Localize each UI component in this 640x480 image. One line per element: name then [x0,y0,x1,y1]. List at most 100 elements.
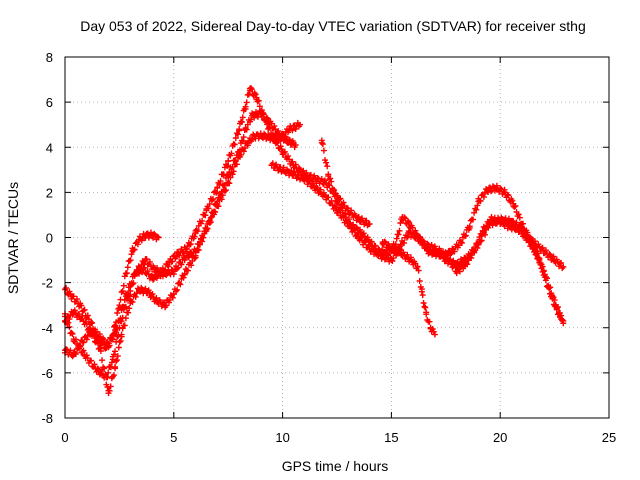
data-point [334,198,340,205]
data-point [492,184,499,191]
data-point [412,229,419,236]
data-point [157,270,164,277]
data-point [127,299,134,306]
data-point [246,85,253,92]
x-tick-label: 0 [61,430,68,445]
data-point [436,248,443,255]
data-point [414,263,421,270]
data-point [366,220,373,227]
data-point [88,320,95,327]
data-point [70,351,77,358]
data-point [318,137,325,144]
data-point [131,270,138,277]
series-markers [62,85,372,360]
data-point [279,148,286,155]
data-point [268,162,275,169]
data-point [334,207,340,214]
y-tick-label: 8 [46,50,53,65]
x-tick-label: 15 [384,430,398,445]
data-point [505,223,512,230]
data-point [453,268,460,275]
data-point [560,263,567,270]
data-point [112,365,119,372]
data-point [149,232,156,239]
x-tick-label: 10 [275,430,289,445]
x-tick-label: 5 [170,430,177,445]
y-tick-label: 4 [46,140,53,155]
plot-area [62,85,567,397]
data-point [70,308,77,315]
data-point [142,232,149,239]
data-point [129,248,136,255]
data-point [142,257,149,264]
data-point [388,257,395,264]
data-point [323,180,330,187]
data-point [170,290,177,297]
data-point [151,266,158,273]
data-point [79,315,86,322]
data-point [290,171,297,178]
series-track-h [436,214,567,327]
data-point [366,239,373,246]
data-point [449,248,456,255]
data-point [170,268,177,275]
data-point [149,275,156,282]
data-point [323,193,330,200]
data-point [501,189,508,196]
data-point [251,132,258,139]
data-point [114,324,121,331]
data-point [344,207,351,214]
data-point [262,132,269,139]
data-point [551,257,558,264]
y-tick-label: 0 [46,231,53,246]
data-point [162,302,169,309]
data-point [116,302,123,309]
x-tick-label: 20 [493,430,507,445]
data-point [514,225,521,232]
data-point [203,225,210,232]
data-point [431,331,438,338]
data-point [405,220,412,227]
data-point [166,259,173,266]
data-point [70,336,77,343]
data-point [118,331,125,338]
data-point [270,135,277,142]
data-point [225,180,232,187]
y-tick-label: -2 [41,276,53,291]
chart-title: Day 053 of 2022, Sidereal Day-to-day VTE… [80,18,586,34]
data-point [458,239,465,246]
x-axis-label: GPS time / hours [282,458,389,474]
data-point [283,137,290,144]
data-point [549,293,556,300]
data-point [244,139,251,146]
data-point [388,245,395,252]
data-point [68,293,75,300]
data-point [301,175,308,182]
data-point [427,324,434,331]
data-point [135,236,142,243]
data-point [144,288,151,295]
data-point [175,250,182,257]
y-axis-label: SDTVAR / TECUs [5,182,21,294]
data-point [462,261,469,268]
data-point [286,126,293,133]
y-tick-label: -6 [41,366,53,381]
data-point [242,103,249,110]
data-point [96,345,103,352]
data-point [342,214,349,221]
data-point [79,338,86,345]
data-point [407,257,414,264]
data-point [384,250,391,257]
data-point [497,218,504,225]
data-point [532,248,539,255]
data-point [242,126,249,133]
y-tick-label: 2 [46,185,53,200]
data-point [236,126,243,133]
x-tick-label: 25 [602,430,616,445]
data-point [77,302,84,309]
data-point [444,254,451,261]
y-tick-label: 6 [46,95,53,110]
data-point [518,220,525,227]
data-point [225,157,232,164]
